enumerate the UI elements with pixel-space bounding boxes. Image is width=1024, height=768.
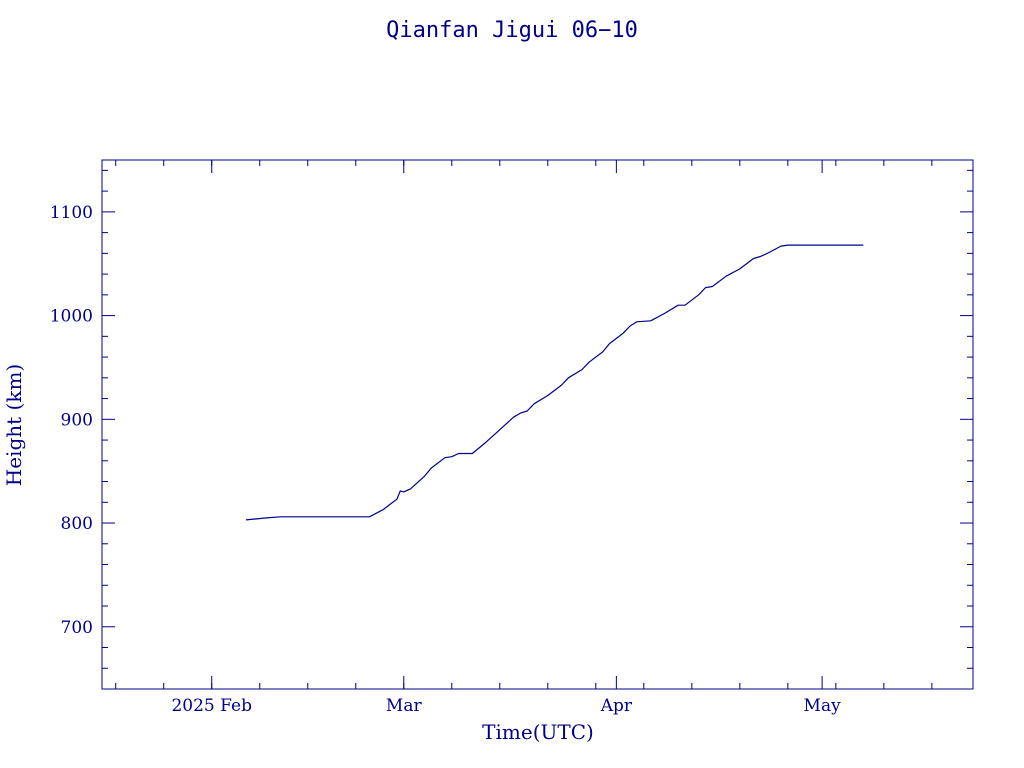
y-tick-label: 900 bbox=[61, 410, 93, 430]
x-axis: 2025 Feb Mar Apr May bbox=[115, 160, 933, 716]
height-series-line bbox=[245, 244, 864, 521]
x-tick-label: Apr bbox=[600, 696, 633, 716]
y-tick-label: 1000 bbox=[50, 307, 93, 327]
y-tick-label: 800 bbox=[61, 514, 93, 534]
y-tick-label: 1100 bbox=[50, 203, 93, 223]
y-axis-label: Height (km) bbox=[2, 364, 26, 486]
x-tick-label: Mar bbox=[386, 696, 423, 716]
chart-title: Qianfan Jigui 06−10 bbox=[386, 18, 638, 43]
x-tick-label: May bbox=[804, 696, 842, 716]
y-tick-label: 700 bbox=[61, 618, 93, 638]
x-axis-label: Time(UTC) bbox=[482, 720, 594, 744]
x-tick-label: 2025 Feb bbox=[171, 696, 252, 716]
y-axis: 700 800 900 1000 1100 bbox=[50, 169, 973, 690]
series-layer bbox=[245, 244, 864, 521]
plot-frame bbox=[101, 159, 974, 690]
